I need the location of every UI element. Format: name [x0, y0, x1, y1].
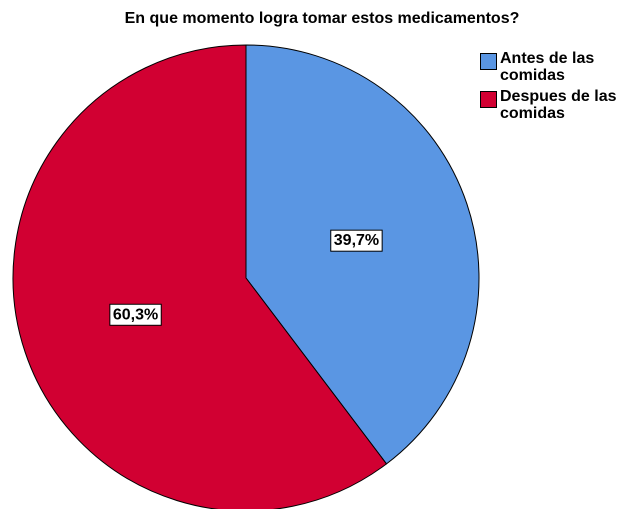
- legend-item: Antes de las comidas: [480, 50, 629, 84]
- pie-slice: [245, 44, 480, 465]
- legend-swatch: [480, 91, 497, 108]
- pie-slice: [12, 44, 388, 509]
- legend-label: Antes de las comidas: [500, 50, 595, 84]
- legend: Antes de las comidas Despues de las comid…: [480, 50, 629, 126]
- data-label-box: [330, 229, 383, 252]
- legend-swatch: [480, 53, 497, 70]
- legend-label: Despues de las comidas: [500, 88, 617, 122]
- data-label: 60,3%: [113, 306, 158, 323]
- data-label-box: [109, 303, 162, 326]
- chart-title: En que momento logra tomar estos medicam…: [125, 10, 520, 27]
- data-label: 39,7%: [334, 232, 379, 249]
- legend-item: Despues de las comidas: [480, 88, 629, 122]
